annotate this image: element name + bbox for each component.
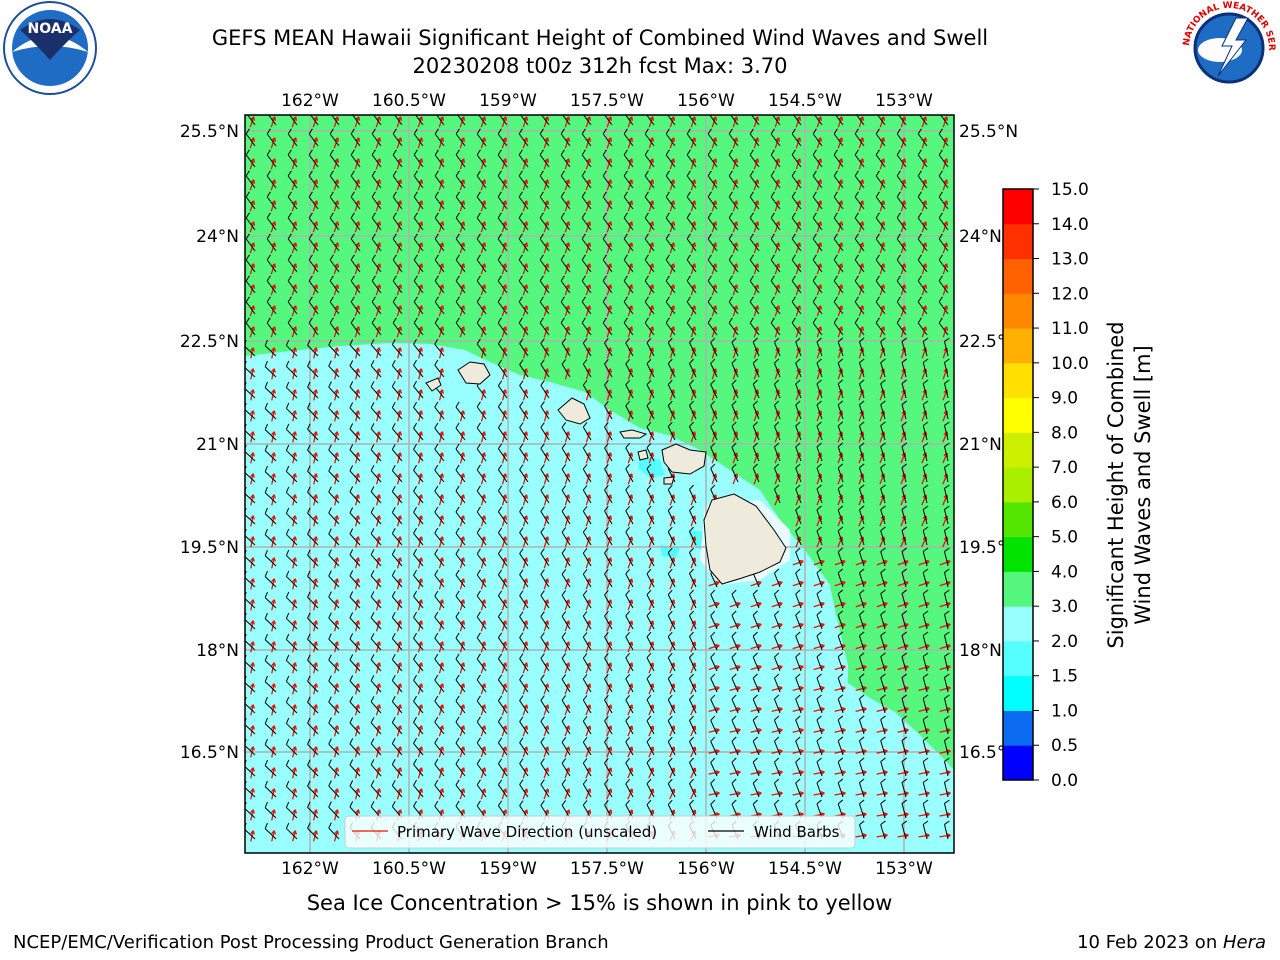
colorbar-swatch (1003, 397, 1033, 433)
colorbar-level: 14.0 (1051, 215, 1089, 235)
svg-text:NOAA: NOAA (28, 21, 73, 37)
lat-tick-left: 19.5°N (180, 538, 239, 558)
colorbar-level: 5.0 (1051, 528, 1078, 548)
lon-tick-top: 159°W (479, 91, 537, 111)
lon-tick-bottom: 156°W (677, 859, 735, 879)
lat-tick-left: 25.5°N (180, 122, 239, 142)
footer-credit: NCEP/EMC/Verification Post Processing Pr… (13, 932, 609, 953)
island-maui (661, 443, 707, 475)
lon-tick-bottom: 159°W (479, 859, 537, 879)
lon-tick-bottom: 162°W (281, 859, 339, 879)
colorbar-swatch (1003, 328, 1033, 364)
island-hawaii (703, 493, 787, 585)
sea-ice-note: Sea Ice Concentration > 15% is shown in … (306, 891, 893, 915)
island-molokai (619, 429, 648, 439)
footer-host: Hera (1222, 932, 1266, 953)
island-oahu (557, 397, 591, 425)
colorbar-level: 10.0 (1051, 354, 1089, 374)
colorbar-level: 1.0 (1051, 701, 1078, 721)
lon-tick-bottom: 160.5°W (372, 859, 446, 879)
colorbar-swatch (1003, 501, 1033, 538)
colorbar-labels: 0.0 0.5 1.0 1.5 2.0 3.0 4.0 5.0 6.0 7.0 8.0 9.0 10.0… (1051, 180, 1089, 791)
colorbar-level: 13.0 (1051, 250, 1089, 270)
colorbar-level: 4.0 (1051, 562, 1078, 582)
island-kauai (457, 361, 491, 385)
lat-tick-left: 21°N (196, 435, 239, 455)
lat-tick-left: 22.5°N (180, 332, 239, 352)
lon-tick-bottom: 157.5°W (570, 859, 644, 879)
lon-tick-top: 154.5°W (768, 91, 842, 111)
colorbar-level: 3.0 (1051, 597, 1078, 617)
legend-barb-label: Wind Barbs (754, 823, 840, 841)
lon-tick-bottom: 153°W (875, 859, 933, 879)
lon-tick-top: 157.5°W (570, 91, 644, 111)
colorbar-swatch (1003, 710, 1033, 746)
lat-tick-right: 21°N (959, 435, 1002, 455)
island-kahoolawe (663, 476, 675, 485)
lon-tick-bottom: 154.5°W (768, 859, 842, 879)
colorbar-swatch (1003, 189, 1033, 225)
colorbar-level: 12.0 (1051, 284, 1089, 304)
lon-tick-top: 160.5°W (372, 91, 446, 111)
lon-tick-top: 153°W (875, 91, 933, 111)
footer-date: 10 Feb 2023 on Hera (1077, 932, 1266, 953)
lon-tick-top: 156°W (677, 91, 735, 111)
map-frame (244, 114, 955, 854)
colorbar-swatch (1003, 258, 1033, 294)
colorbar-swatch (1003, 432, 1033, 468)
wave-band-1-5-2m (638, 455, 665, 478)
colorbar-level: 1.5 (1051, 667, 1078, 687)
colorbar-title-2: Wind Waves and Swell [m] (1131, 345, 1155, 625)
colorbar-level: 0.0 (1051, 771, 1078, 791)
colorbar-swatch (1003, 362, 1033, 399)
colorbar-level: 11.0 (1051, 319, 1089, 339)
svg-text:NATIONAL WEATHER SERVICE: NATIONAL WEATHER SERVICE (0, 0, 1276, 51)
chart-title: GEFS MEAN Hawaii Significant Height of C… (211, 26, 989, 50)
island-niihau (425, 377, 442, 392)
colorbar-swatch (1003, 606, 1033, 642)
island-lanai (637, 449, 649, 461)
colorbar-level: 9.0 (1051, 389, 1078, 409)
lat-tick-right: 18°N (959, 641, 1002, 661)
colorbar-level: 0.5 (1051, 736, 1078, 756)
colorbar-frame (1002, 188, 1034, 781)
colorbar-level: 7.0 (1051, 458, 1078, 478)
lat-tick-left: 18°N (196, 641, 239, 661)
colorbar-level: 2.0 (1051, 632, 1078, 652)
lat-tick-left: 24°N (196, 227, 239, 247)
colorbar-level: 8.0 (1051, 423, 1078, 443)
lat-tick-right: 25.5°N (959, 122, 1018, 142)
colorbar-swatch (1003, 293, 1033, 329)
colorbar-title-1: Significant Height of Combined (1104, 321, 1128, 648)
legend-wave-label: Primary Wave Direction (unscaled) (397, 823, 657, 841)
noaa-logo: NOAA (3, 1, 97, 95)
lon-labels-top: 162°W 160.5°W 159°W 157.5°W 156°W 154.5°W 153°… (281, 91, 933, 111)
map-legend: Primary Wave Direction (unscaled) Wind B… (344, 815, 856, 849)
colorbar-swatch (1003, 571, 1033, 607)
colorbar-swatch (1003, 745, 1033, 781)
lon-labels-bottom: 162°W 160.5°W 159°W 157.5°W 156°W 154.5°W 153°… (281, 859, 933, 879)
colorbar-swatch (1003, 675, 1033, 711)
chart-subtitle: 20230208 t00z 312h fcst Max: 3.70 (412, 54, 788, 78)
colorbar-swatch (1003, 640, 1033, 677)
hawaiian-islands (425, 361, 787, 585)
footer-date-text: 10 Feb 2023 on (1077, 932, 1223, 953)
colorbar-level: 15.0 (1051, 180, 1089, 200)
colorbar (1002, 188, 1039, 781)
wind-barb-field (245, 115, 950, 840)
nws-logo: NATIONAL WEATHER SERVICE (0, 0, 1276, 94)
lon-tick-top: 162°W (281, 91, 339, 111)
colorbar-swatch (1003, 467, 1033, 503)
colorbar-swatch (1003, 223, 1033, 260)
lat-tick-right: 24°N (959, 227, 1002, 247)
wave-band-3-4m (245, 115, 954, 770)
lat-tick-left: 16.5°N (180, 743, 239, 763)
colorbar-swatch (1003, 536, 1033, 572)
colorbar-level: 6.0 (1051, 493, 1078, 513)
lat-labels-left: 25.5°N 24°N 22.5°N 21°N 19.5°N 18°N 16.5°N (180, 122, 239, 763)
